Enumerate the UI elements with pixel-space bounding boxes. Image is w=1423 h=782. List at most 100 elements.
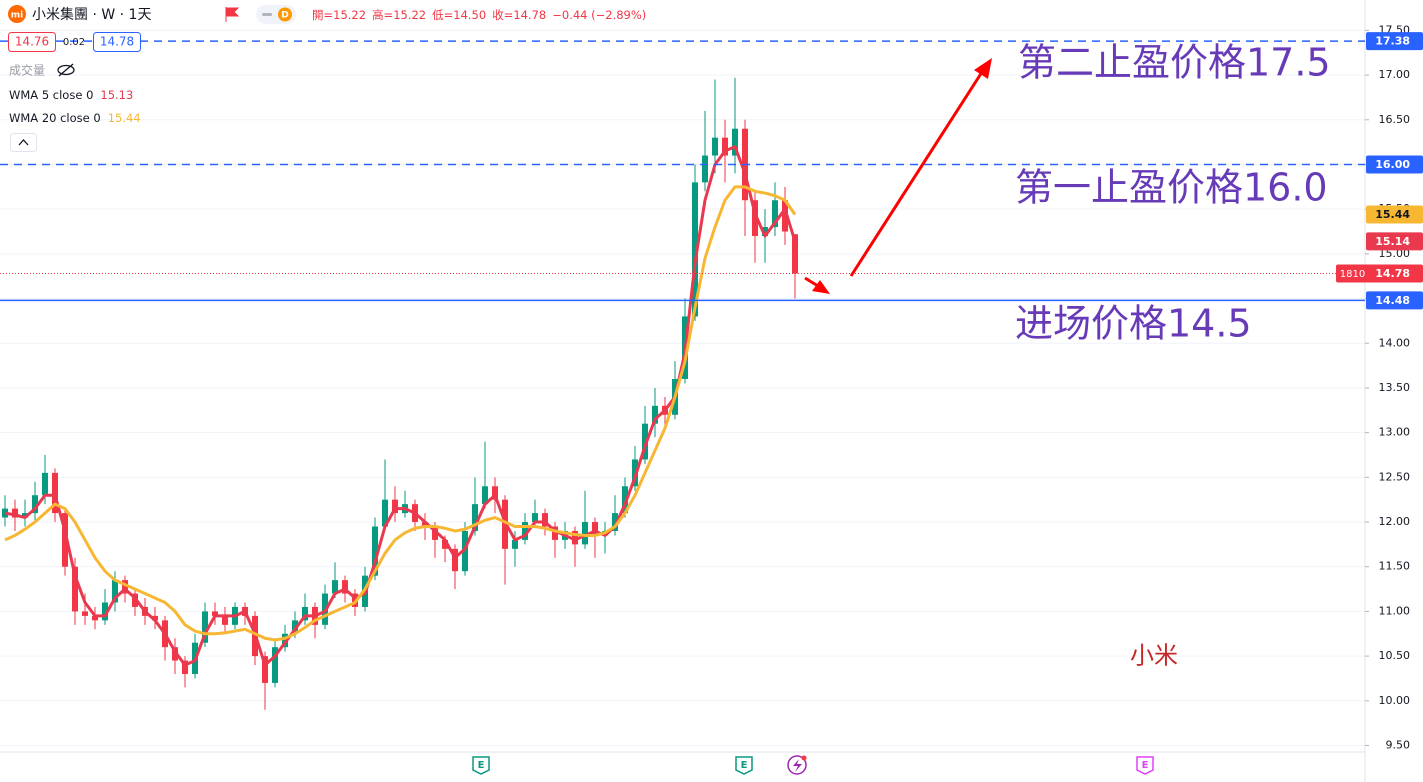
legend-name: WMA 5 close 0	[9, 88, 93, 102]
y-tick-label: 11.50	[1379, 560, 1411, 573]
candle-body	[302, 606, 308, 621]
annotation: 进场价格14.5	[1015, 302, 1252, 346]
candle-body	[722, 137, 728, 156]
spread: 0.02	[63, 37, 85, 48]
candle-body	[112, 580, 118, 603]
candle-body	[212, 611, 218, 616]
y-tick-label: 10.00	[1379, 694, 1411, 707]
candle-body	[592, 522, 598, 536]
event-badge[interactable]	[472, 756, 490, 775]
y-tick-label: 14.00	[1379, 336, 1411, 349]
candle-body	[782, 200, 788, 232]
open: 開=15.22	[312, 8, 366, 22]
interval-text: D	[281, 11, 288, 21]
symbol[interactable]: 小米集團 · W · 1天	[32, 6, 151, 23]
logo-text: mi	[11, 11, 23, 21]
collapse-button[interactable]	[10, 133, 37, 152]
ask[interactable]: 14.78	[100, 35, 134, 49]
y-tick-label: 10.50	[1379, 649, 1411, 662]
legend-name: WMA 20 close 0	[9, 111, 101, 125]
flag-icon[interactable]	[225, 7, 240, 22]
candle-body	[692, 182, 698, 317]
y-tick-label: 12.00	[1379, 515, 1411, 528]
hidden-icon[interactable]	[57, 63, 75, 77]
split-icon	[793, 759, 802, 772]
candle-body	[202, 611, 208, 643]
ohlc: 開=15.22 高=15.22 低=14.50 收=14.78 −0.44 (−2.89…	[312, 8, 646, 22]
candle-body	[222, 615, 228, 625]
y-tick-label: 16.50	[1379, 113, 1411, 126]
candle-body	[732, 128, 738, 156]
candle-body	[442, 539, 448, 549]
close: 收=14.78	[492, 8, 546, 22]
plot	[0, 40, 1365, 710]
candle-body	[82, 611, 88, 616]
candle-body	[272, 647, 278, 683]
eye-slash	[58, 63, 74, 77]
candle-body	[702, 155, 708, 183]
change: −0.44 (−2.89%)	[552, 8, 646, 22]
price-tag	[1366, 32, 1423, 51]
annotations: 第二止盈价格17.5 第一止盈价格16.0 进场价格14.5 小米	[1015, 41, 1331, 670]
price-tag	[1366, 205, 1423, 224]
price-tag	[1366, 155, 1423, 174]
event-badge[interactable]	[735, 756, 753, 775]
candle-body	[72, 566, 78, 612]
candle-body	[492, 486, 498, 500]
price-tag-label: 14.48	[1375, 294, 1410, 307]
arrow-head	[974, 58, 992, 79]
price-tag-label: 15.44	[1375, 208, 1410, 221]
y-tick-label: 13.00	[1379, 426, 1411, 439]
legend-entry: WMA 5 close 0 15.13	[9, 88, 133, 102]
symbol-tag-label: 1810	[1340, 269, 1365, 280]
annotation: 第二止盈价格17.5	[1018, 41, 1331, 85]
candle-body	[462, 530, 468, 572]
y-tick-label: 11.00	[1379, 604, 1411, 617]
event-label: E	[741, 760, 748, 771]
eye	[57, 64, 75, 76]
candle-body	[152, 615, 158, 621]
logo	[8, 5, 26, 23]
candle-body	[772, 200, 778, 228]
event-label: E	[478, 760, 485, 771]
candle-body	[332, 580, 338, 594]
candle-body	[122, 580, 128, 594]
candle-body	[522, 522, 528, 540]
candle-body	[12, 508, 18, 518]
bid[interactable]: 14.76	[15, 35, 49, 49]
candle-body	[182, 660, 188, 674]
price-tag	[1366, 264, 1423, 283]
candle-body	[712, 137, 718, 156]
candle-body	[542, 513, 548, 527]
candle-body	[482, 486, 488, 505]
event-badge[interactable]	[1136, 756, 1154, 775]
y-tick-label: 9.50	[1386, 739, 1411, 752]
candle-body	[622, 486, 628, 514]
sell-button[interactable]	[8, 32, 56, 52]
candle-body	[472, 504, 478, 531]
price-tag-label: 16.00	[1375, 158, 1410, 171]
interval-dash	[262, 13, 272, 16]
price-tag	[1366, 232, 1423, 251]
candle-body	[342, 580, 348, 594]
candle-body	[382, 499, 388, 527]
candle-body	[32, 495, 38, 514]
y-tick-label: 17.00	[1379, 68, 1411, 81]
candle-body	[752, 200, 758, 236]
price-tag-label: 15.14	[1375, 235, 1410, 248]
candle-body	[762, 227, 768, 236]
collapse-chevron	[18, 139, 29, 146]
buy-button[interactable]	[93, 32, 141, 52]
candle-body	[612, 513, 618, 531]
candle-body	[642, 423, 648, 460]
candle-body	[262, 656, 268, 683]
legend: WMA 5 close 0 15.13 WMA 20 close 0 15.44	[9, 88, 141, 125]
wma-line	[4, 185, 797, 642]
event-label: E	[1142, 760, 1149, 771]
high: 高=15.22	[372, 8, 426, 22]
legend-value: 15.44	[108, 111, 141, 125]
arrow-line	[849, 71, 984, 277]
candle-body	[22, 513, 28, 518]
